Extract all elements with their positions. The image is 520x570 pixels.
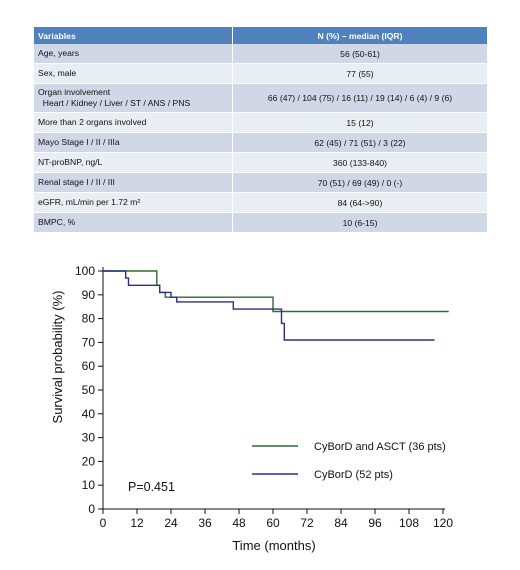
variable-label: NT-proBNP, ng/L [38, 157, 103, 167]
value-cell: 70 (51) / 69 (49) / 0 (-) [232, 172, 488, 193]
survival-curve-2 [103, 270, 435, 341]
table-row: NT-proBNP, ng/L 360 (133-840) [34, 152, 488, 173]
variable-cell: Sex, male [34, 63, 233, 84]
table-row: Age, years 56 (50-61) [34, 44, 488, 64]
variable-cell: More than 2 organs involved [34, 112, 233, 133]
variable-cell: eGFR, mL/min per 1.72 m² [34, 192, 233, 213]
survival-chart: 0 10 20 30 40 50 60 70 80 90 100 0 12 24 36 48 60 72 84 96 1… [0, 250, 520, 565]
y-tick-label: 50 [82, 383, 96, 397]
variable-cell: NT-proBNP, ng/L [34, 152, 233, 173]
x-tick-label: 120 [433, 516, 453, 530]
variable-label: BMPC, % [38, 217, 76, 227]
y-axis-label: Survival probability (%) [50, 291, 65, 424]
cohort-characteristics-table: Variables N (%) – median (IQR) Age, year… [34, 27, 488, 233]
y-tick-label: 20 [82, 454, 96, 468]
variable-cell: Organ involvement Heart / Kidney / Liver… [34, 83, 233, 113]
variable-cell: BMPC, % [34, 212, 233, 233]
table-row: eGFR, mL/min per 1.72 m² 84 (64->90) [34, 192, 488, 213]
variable-label: eGFR, mL/min per 1.72 m² [38, 197, 141, 207]
variable-label: Sex, male [38, 68, 77, 78]
variable-label: Age, years [38, 48, 80, 58]
x-axis-label: Time (months) [232, 538, 315, 553]
table-row: More than 2 organs involved 15 (12) [34, 112, 488, 133]
value-cell: 10 (6-15) [232, 212, 488, 233]
x-tick-label: 96 [368, 516, 382, 530]
variable-label: Renal stage I / II / III [38, 177, 115, 187]
table-row: BMPC, % 10 (6-15) [34, 212, 488, 233]
characteristics-table: Variables N (%) – median (IQR) Age, year… [34, 27, 488, 233]
x-tick-label: 60 [266, 516, 280, 530]
x-tick-label: 108 [399, 516, 419, 530]
value-cell: 62 (45) / 71 (51) / 3 (22) [232, 132, 488, 153]
table-header-row: Variables N (%) – median (IQR) [34, 27, 488, 44]
value-cell: 77 (55) [232, 63, 488, 84]
table-row: Organ involvement Heart / Kidney / Liver… [34, 83, 488, 113]
legend: CyBorD and ASCT (36 pts) CyBorD (52 pts) [252, 441, 446, 481]
header-value: N (%) – median (IQR) [232, 27, 488, 44]
x-tick-label: 12 [130, 516, 144, 530]
x-tick-label: 48 [232, 516, 246, 530]
y-tick-label: 40 [82, 407, 96, 421]
y-tick-label: 0 [88, 502, 95, 516]
table-row: Mayo Stage I / II / IIIa 62 (45) / 71 (5… [34, 132, 488, 153]
variable-cell: Age, years [34, 44, 233, 64]
value-cell: 84 (64->90) [232, 192, 488, 213]
variable-label: Mayo Stage I / II / IIIa [38, 137, 120, 147]
y-tick-label: 80 [82, 312, 96, 326]
value-cell: 56 (50-61) [232, 44, 488, 64]
variable-label: More than 2 organs involved [38, 117, 147, 127]
legend-label-2: CyBorD (52 pts) [314, 469, 393, 481]
header-variables: Variables [34, 27, 233, 44]
variable-sublabel: Heart / Kidney / Liver / ST / ANS / PNS [38, 98, 191, 108]
table-row: Sex, male 77 (55) [34, 63, 488, 84]
table-row: Renal stage I / II / III 70 (51) / 69 (4… [34, 172, 488, 193]
value-cell: 66 (47) / 104 (75) / 16 (11) / 19 (14) /… [232, 83, 488, 113]
x-tick-label: 72 [300, 516, 314, 530]
y-tick-label: 30 [82, 431, 96, 445]
variable-label: Organ involvement [38, 87, 111, 97]
y-tick-label: 90 [82, 288, 96, 302]
survival-curves [103, 270, 449, 341]
x-tick-label: 0 [100, 516, 107, 530]
x-tick-label: 84 [334, 516, 348, 530]
axes: 0 10 20 30 40 50 60 70 80 90 100 0 12 24 36 48 60 72 84 96 1… [75, 264, 453, 530]
x-tick-label: 24 [164, 516, 178, 530]
y-tick-label: 60 [82, 359, 96, 373]
value-cell: 15 (12) [232, 112, 488, 133]
y-tick-label: 10 [82, 478, 96, 492]
x-tick-label: 36 [198, 516, 212, 530]
survival-curve-1 [103, 270, 449, 313]
p-value-annotation: P=0.451 [128, 480, 175, 494]
legend-label-1: CyBorD and ASCT (36 pts) [314, 441, 446, 453]
kaplan-meier-plot: 0 10 20 30 40 50 60 70 80 90 100 0 12 24 36 48 60 72 84 96 1… [50, 264, 453, 553]
y-tick-label: 70 [82, 335, 96, 349]
variable-cell: Renal stage I / II / III [34, 172, 233, 193]
variable-cell: Mayo Stage I / II / IIIa [34, 132, 233, 153]
value-cell: 360 (133-840) [232, 152, 488, 173]
y-tick-label: 100 [75, 264, 95, 278]
